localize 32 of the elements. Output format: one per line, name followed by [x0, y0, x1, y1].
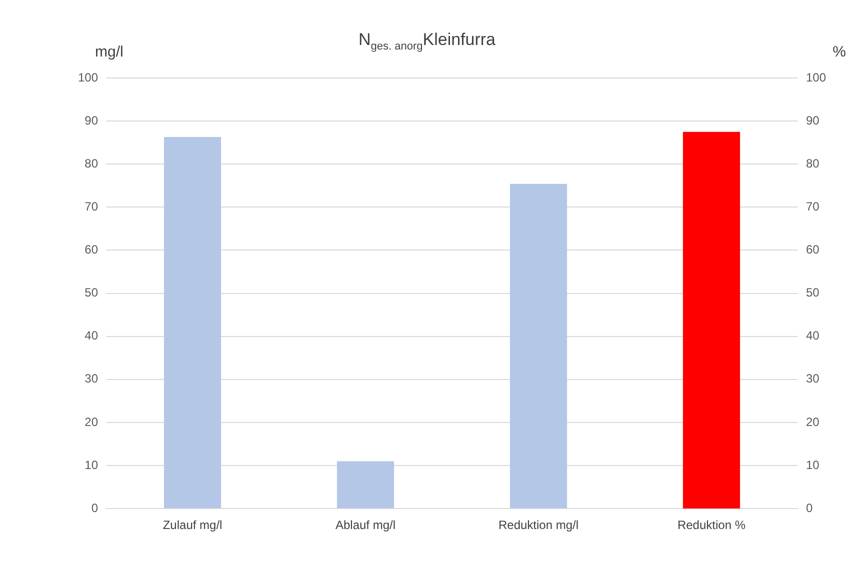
- x-tick-label: Reduktion %: [677, 518, 746, 532]
- y2-tick-label: 90: [806, 113, 820, 128]
- y2-tick-label: 100: [806, 70, 826, 84]
- y2-tick-label: 50: [806, 286, 820, 300]
- y2-tick-label: 10: [806, 458, 820, 472]
- x-tick-label: Ablauf mg/l: [335, 518, 396, 532]
- y-axis-title: mg/l: [95, 44, 124, 61]
- y-tick-label: 0: [91, 500, 98, 515]
- y2-tick-label: 0: [806, 500, 813, 515]
- y-tick-label: 60: [84, 242, 98, 257]
- x-tick-label: Reduktion mg/l: [498, 518, 579, 532]
- y-tick-label: 50: [84, 286, 98, 300]
- chart-title: N$_{ges. anorg}$Kleinfurra: [358, 30, 496, 52]
- y2-tick-label: 70: [806, 199, 820, 214]
- y-tick-label: 90: [84, 113, 98, 128]
- y-tick-label: 30: [84, 372, 98, 386]
- bar: [164, 136, 222, 508]
- y2-tick-label: 30: [806, 372, 820, 386]
- y-tick-label: 100: [78, 70, 98, 84]
- y-tick-label: 80: [84, 156, 98, 170]
- bar: [510, 184, 568, 508]
- x-tick-label: Zulauf mg/l: [162, 518, 222, 532]
- y-tick-label: 70: [84, 199, 98, 214]
- y2-tick-label: 80: [806, 156, 820, 170]
- y2-axis-title: %: [832, 44, 846, 61]
- y-tick-label: 10: [84, 458, 98, 472]
- y2-tick-label: 20: [806, 414, 820, 429]
- y-tick-label: 20: [84, 414, 98, 429]
- y2-tick-label: 40: [806, 328, 820, 343]
- y2-tick-label: 60: [806, 242, 820, 257]
- bar: [336, 461, 394, 508]
- y-tick-label: 40: [84, 328, 98, 343]
